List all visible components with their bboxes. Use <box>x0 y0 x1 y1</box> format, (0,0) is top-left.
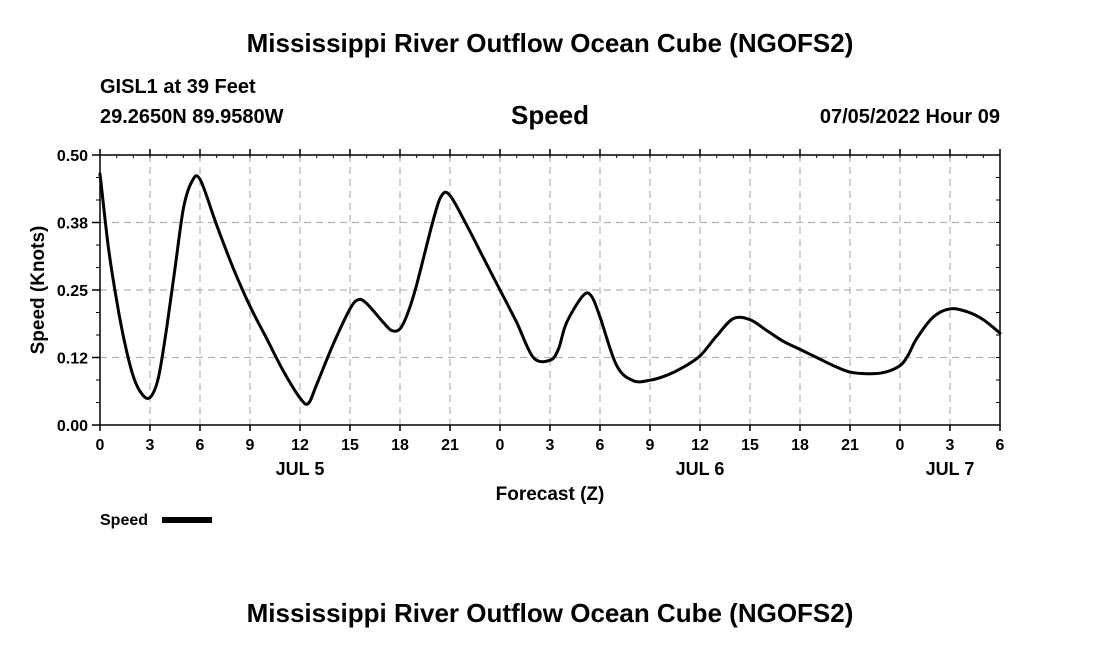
x-tick-label: 9 <box>646 437 655 454</box>
station-label: GISL1 at 39 Feet <box>100 76 256 98</box>
y-tick-label: 0.00 <box>57 418 88 435</box>
speed-subtitle: Speed <box>511 100 589 130</box>
x-tick-label: 21 <box>441 437 459 454</box>
forecast-datetime: 07/05/2022 Hour 09 <box>819 106 1000 128</box>
x-tick-label: 3 <box>146 437 155 454</box>
x-tick-label: 15 <box>341 437 359 454</box>
y-tick-label: 0.12 <box>57 351 88 368</box>
x-tick-label: 18 <box>391 437 409 454</box>
x-tick-label: 6 <box>596 437 605 454</box>
date-label: JUL 7 <box>926 459 975 479</box>
x-tick-label: 12 <box>691 437 709 454</box>
y-axis-label: Speed (Knots) <box>28 226 49 355</box>
y-tick-label: 0.38 <box>57 216 88 233</box>
x-tick-label: 0 <box>896 437 905 454</box>
date-label: JUL 6 <box>676 459 725 479</box>
x-tick-label: 0 <box>96 437 105 454</box>
x-tick-label: 6 <box>996 437 1005 454</box>
x-tick-label: 0 <box>496 437 505 454</box>
speed-series-line <box>98 172 1002 406</box>
x-tick-label: 3 <box>946 437 955 454</box>
grid-lines <box>100 155 1000 425</box>
x-tick-label: 3 <box>546 437 555 454</box>
date-labels: JUL 5 JUL 6 JUL 7 <box>276 459 975 479</box>
axis-ticks: 0 3 6 9 12 15 18 21 0 3 6 9 12 15 18 21 0 3 6 0.00 0.12 0.25 0… <box>57 148 1005 454</box>
x-tick-label: 21 <box>841 437 859 454</box>
legend-label: Speed <box>100 512 148 529</box>
x-tick-label: 6 <box>196 437 205 454</box>
date-label: JUL 5 <box>276 459 325 479</box>
footer-title: Mississippi River Outflow Ocean Cube (NG… <box>246 598 854 628</box>
x-tick-label: 12 <box>291 437 309 454</box>
chart-title: Mississippi River Outflow Ocean Cube (NG… <box>246 28 854 58</box>
station-coordinates: 29.2650N 89.9580W <box>100 106 284 128</box>
y-tick-label: 0.50 <box>57 148 88 165</box>
x-tick-label: 18 <box>791 437 809 454</box>
y-tick-label: 0.25 <box>57 283 88 300</box>
x-tick-label: 9 <box>246 437 255 454</box>
x-axis-label: Forecast (Z) <box>496 484 605 505</box>
x-tick-label: 15 <box>741 437 759 454</box>
